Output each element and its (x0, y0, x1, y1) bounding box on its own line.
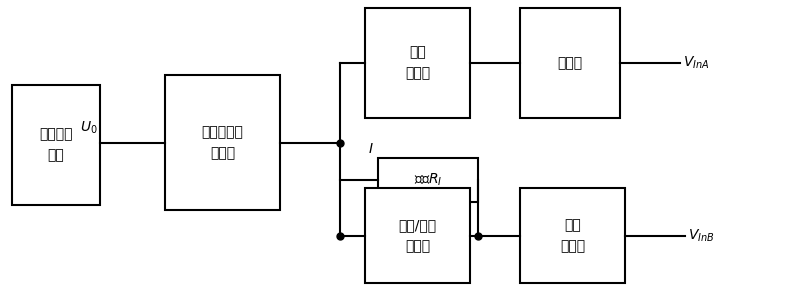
Text: 电阻$R_I$: 电阻$R_I$ (414, 172, 442, 188)
Bar (365, 8, 470, 118)
Text: 电压
跟随器: 电压 跟随器 (560, 218, 585, 253)
Text: 反相器: 反相器 (558, 56, 582, 70)
Bar (365, 188, 470, 283)
Text: 电流/电压
转换器: 电流/电压 转换器 (398, 218, 437, 253)
Text: 电压
跟随器: 电压 跟随器 (405, 46, 430, 80)
Bar (12, 85, 100, 205)
Text: $U_0$: $U_0$ (80, 120, 98, 136)
Bar (165, 75, 280, 210)
Text: $I$: $I$ (368, 142, 374, 156)
Text: $V_{InA}$: $V_{InA}$ (683, 55, 710, 71)
Bar (520, 188, 625, 283)
Bar (520, 8, 620, 118)
Text: 涡流探头线
圈模块: 涡流探头线 圈模块 (202, 125, 243, 160)
Text: $V_{InB}$: $V_{InB}$ (688, 227, 714, 244)
Text: 信号发生
模块: 信号发生 模块 (39, 128, 73, 162)
Bar (378, 158, 478, 202)
